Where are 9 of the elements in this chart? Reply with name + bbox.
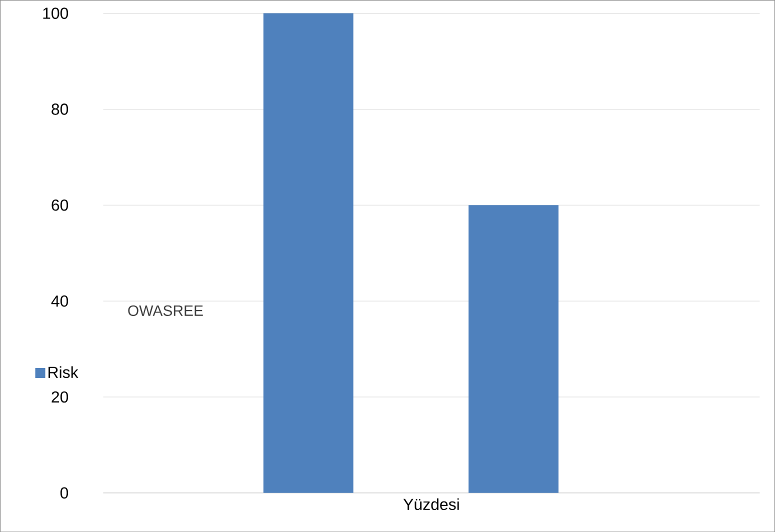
y-tick-label: 0 bbox=[60, 487, 68, 498]
annotation: OWASREE bbox=[128, 305, 203, 316]
x-axis-title: Yüzdesi bbox=[403, 498, 459, 510]
y-tick-label: 80 bbox=[52, 103, 68, 115]
y-tick-label: 60 bbox=[52, 199, 68, 211]
y-tick-label: 20 bbox=[52, 391, 68, 403]
y-tick-label: 100 bbox=[43, 8, 68, 19]
y-tick-label: 40 bbox=[51, 295, 68, 307]
legend-label: Risk bbox=[48, 366, 78, 378]
